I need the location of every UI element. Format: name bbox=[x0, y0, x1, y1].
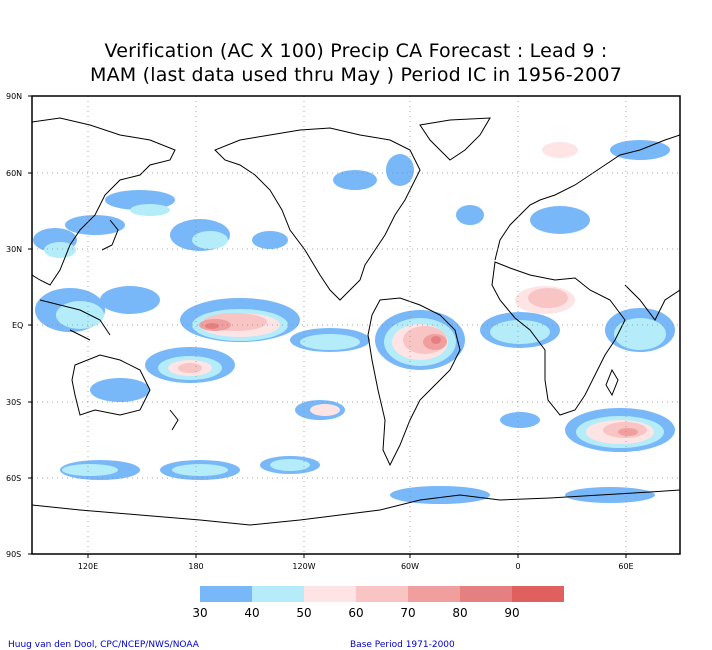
coastlines bbox=[32, 117, 680, 526]
coastline-newzealand bbox=[169, 409, 179, 431]
colorbar-swatch-80 bbox=[460, 586, 512, 602]
lat-label-90s: 90S bbox=[6, 550, 21, 559]
colorbar: 30 40 50 60 70 80 90 bbox=[192, 586, 564, 620]
colorbar-swatch-40 bbox=[252, 586, 304, 602]
colorbar-label-50: 50 bbox=[296, 606, 311, 620]
coastline-asia bbox=[32, 117, 176, 286]
lat-label-60s: 60S bbox=[6, 474, 21, 483]
coastline-australia bbox=[71, 354, 151, 416]
colorbar-label-80: 80 bbox=[452, 606, 467, 620]
colorbar-swatch-90 bbox=[512, 586, 564, 602]
lon-label-120e: 120E bbox=[78, 562, 98, 571]
colorbar-swatch-30 bbox=[200, 586, 252, 602]
lon-label-60w: 60W bbox=[401, 562, 419, 571]
coastline-africa bbox=[491, 261, 626, 416]
colorbar-label-90: 90 bbox=[504, 606, 519, 620]
coastline-greenland bbox=[419, 117, 491, 161]
coastline-europe bbox=[494, 134, 680, 261]
lat-label-eq: EQ bbox=[12, 321, 23, 330]
author-credit: Huug van den Dool, CPC/NCEP/NWS/NOAA bbox=[8, 640, 199, 650]
lon-label-120w: 120W bbox=[292, 562, 315, 571]
colorbar-swatch-50 bbox=[304, 586, 356, 602]
colorbar-swatch-60 bbox=[356, 586, 408, 602]
coastline-madagascar bbox=[605, 368, 619, 397]
colorbar-label-60: 60 bbox=[348, 606, 363, 620]
shading-80-90 bbox=[205, 323, 441, 344]
lon-label-0: 0 bbox=[515, 562, 520, 571]
lat-label-60n: 60N bbox=[6, 169, 22, 178]
axis-ticks bbox=[28, 95, 627, 558]
map-grid bbox=[32, 96, 680, 554]
correlation-shading bbox=[33, 140, 675, 504]
coastline-maritime bbox=[39, 299, 111, 341]
chart-title-line-2: MAM (last data used thru May ) Period IC… bbox=[90, 64, 622, 86]
lat-label-30n: 30N bbox=[6, 245, 22, 254]
base-period-note: Base Period 1971-2000 bbox=[350, 640, 455, 650]
lon-label-60e: 60E bbox=[618, 562, 633, 571]
colorbar-label-70: 70 bbox=[400, 606, 415, 620]
lon-label-180: 180 bbox=[188, 562, 203, 571]
colorbar-label-30: 30 bbox=[192, 606, 207, 620]
chart-title-line-1: Verification (AC X 100) Precip CA Foreca… bbox=[104, 40, 608, 62]
coastline-india bbox=[624, 284, 680, 321]
map-area bbox=[32, 96, 680, 554]
lat-label-90n: 90N bbox=[6, 92, 22, 101]
colorbar-swatch-70 bbox=[408, 586, 460, 602]
lat-label-30s: 30S bbox=[6, 398, 21, 407]
coastline-japan bbox=[101, 219, 119, 251]
colorbar-label-40: 40 bbox=[244, 606, 259, 620]
coastline-south-america bbox=[367, 297, 461, 467]
coastline-north-america bbox=[214, 127, 421, 301]
coastline-antarctica bbox=[32, 489, 680, 526]
